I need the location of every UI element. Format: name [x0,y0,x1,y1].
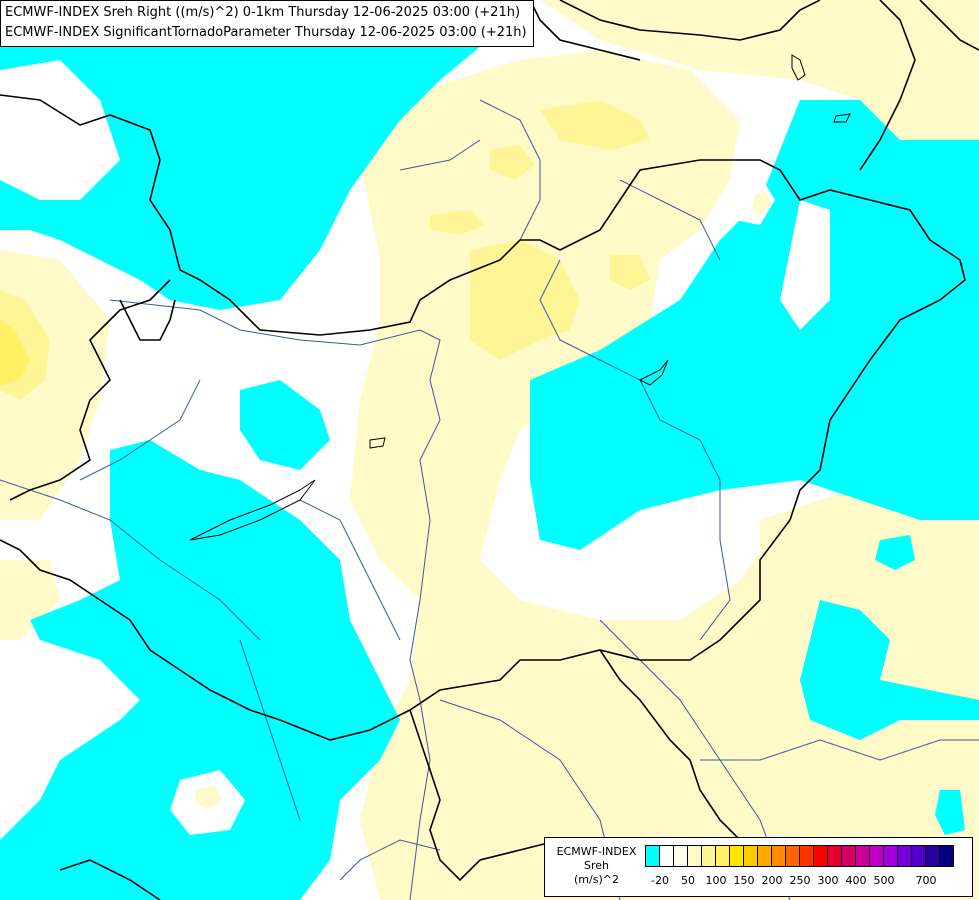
legend-swatch [911,845,926,867]
legend-swatch [855,845,870,867]
legend-swatch [757,845,772,867]
legend-tick-label: 700 [915,874,937,887]
legend-swatch [869,845,884,867]
legend-title: ECMWF-INDEX Sreh (m/s)^2 [549,845,644,887]
title-sreh: ECMWF-INDEX Sreh Right ((m/s)^2) 0-1km T… [5,5,521,20]
legend-swatch [897,845,912,867]
legend-swatch [673,845,688,867]
legend-title-line2: Sreh [583,859,609,872]
legend-swatch [925,845,940,867]
legend-swatch [687,845,702,867]
legend-title-line3: (m/s)^2 [574,873,619,886]
color-legend: ECMWF-INDEX Sreh (m/s)^2 -20 50 100 150 200 2… [544,837,973,897]
legend-swatch [841,845,856,867]
sreh-field-yellow [0,320,30,385]
title-stp: ECMWF-INDEX SignificantTornadoParameter … [5,25,527,40]
legend-tick-label: -20 [651,874,669,887]
sreh-field-pale-yellow [752,190,772,215]
legend-tick-label: 100 [705,874,727,887]
rivers [0,99,979,900]
legend-swatch [743,845,758,867]
sreh-field-white [0,60,830,835]
legend-title-line1: ECMWF-INDEX [556,845,637,858]
legend-swatches [645,845,954,867]
legend-tick-label: 300 [817,874,839,887]
legend-tick-label: 50 [681,874,695,887]
lakes [189,54,851,541]
legend-swatch [715,845,730,867]
sreh-field-pale-yellow [195,786,222,810]
legend-tick-label: 150 [733,874,755,887]
legend-tick-label: 200 [761,874,783,887]
sreh-field-light-yellow [0,100,650,400]
legend-swatch [939,845,954,867]
legend-swatch [813,845,828,867]
legend-swatch [645,845,660,867]
legend-swatch [785,845,800,867]
map-title-box: ECMWF-INDEX Sreh Right ((m/s)^2) 0-1km T… [0,0,534,47]
legend-tick-label: 400 [845,874,867,887]
legend-swatch [659,845,674,867]
legend-tick-label: 250 [789,874,811,887]
legend-swatch [771,845,786,867]
legend-ticks: -20 50 100 150 200 250 300 400 500 700 [645,874,975,890]
legend-swatch [729,845,744,867]
legend-tick-label: 500 [873,874,895,887]
legend-swatch [827,845,842,867]
legend-swatch [883,845,898,867]
legend-swatch [799,845,814,867]
legend-swatch [701,845,716,867]
